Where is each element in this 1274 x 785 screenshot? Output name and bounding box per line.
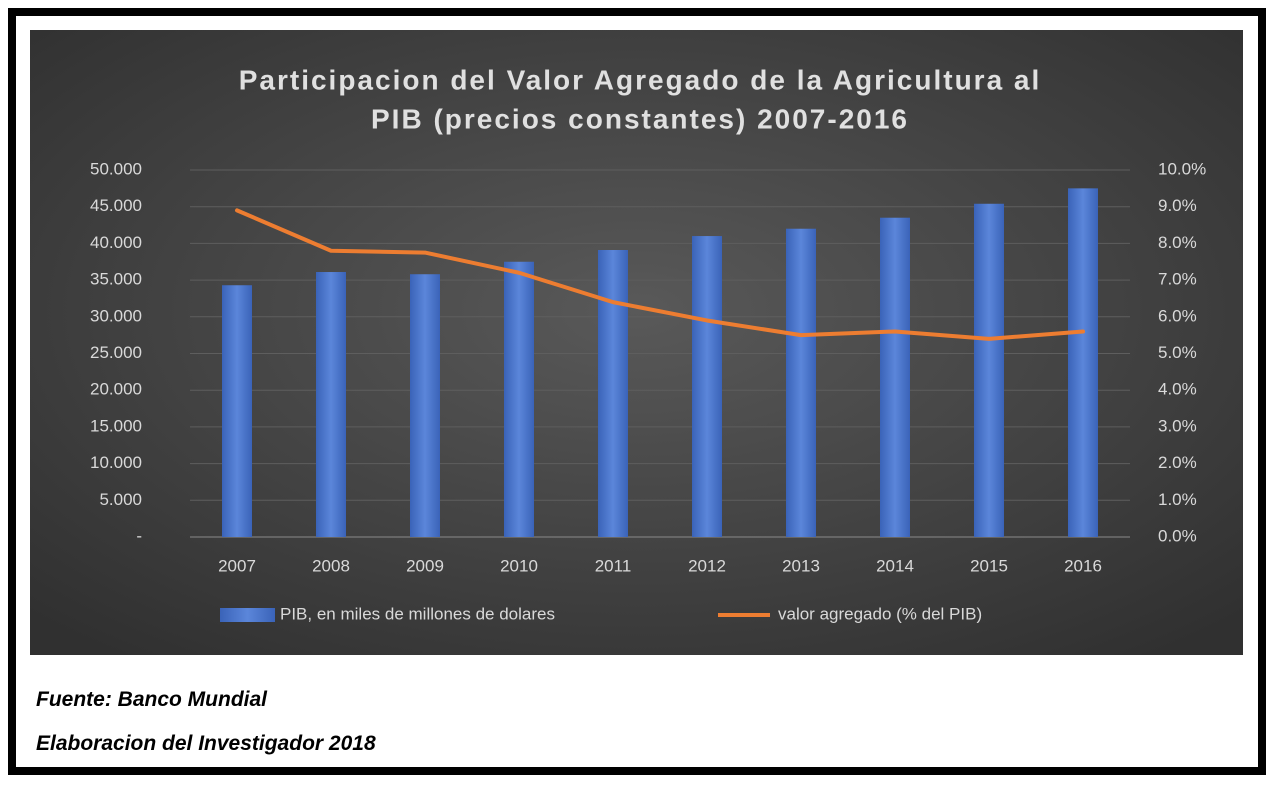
y-tick-label: 45.000	[90, 196, 142, 215]
bar	[410, 274, 440, 537]
source-note: Fuente: Banco Mundial	[36, 688, 267, 711]
y-tick-label: 15.000	[90, 416, 142, 435]
y-tick-label: 25.000	[90, 343, 142, 362]
bar	[974, 203, 1004, 537]
y-tick-label: 40.000	[90, 233, 142, 252]
bar	[880, 217, 910, 537]
y2-tick-label: 1.0%	[1158, 490, 1197, 509]
y2-tick-label: 3.0%	[1158, 416, 1197, 435]
bar	[786, 228, 816, 537]
legend-label: valor agregado (% del PIB)	[778, 604, 982, 623]
y2-tick-label: 5.0%	[1158, 343, 1197, 362]
y-tick-label: 30.000	[90, 306, 142, 325]
author-note: Elaboracion del Investigador 2018	[36, 732, 376, 755]
y-tick-label: 10.000	[90, 453, 142, 472]
bar	[598, 250, 628, 538]
bar	[504, 261, 534, 537]
legend-swatch	[220, 608, 275, 622]
y2-tick-label: 10.0%	[1158, 159, 1206, 178]
legend-label: PIB, en miles de millones de dolares	[280, 604, 555, 623]
y-tick-label: 20.000	[90, 380, 142, 399]
y-tick-label: 35.000	[90, 270, 142, 289]
y2-tick-label: 8.0%	[1158, 233, 1197, 252]
x-tick-label: 2007	[218, 556, 256, 575]
bar	[692, 236, 722, 537]
x-tick-label: 2008	[312, 556, 350, 575]
x-tick-label: 2009	[406, 556, 444, 575]
x-tick-label: 2015	[970, 556, 1008, 575]
y-tick-label: 5.000	[99, 490, 142, 509]
x-tick-label: 2012	[688, 556, 726, 575]
x-tick-label: 2013	[782, 556, 820, 575]
y-tick-label: -	[136, 526, 142, 545]
line	[235, 208, 1085, 341]
x-tick-label: 2010	[500, 556, 538, 575]
y2-tick-label: 2.0%	[1158, 453, 1197, 472]
bar	[222, 285, 252, 537]
y2-tick-label: 0.0%	[1158, 526, 1197, 545]
chart-title: PIB (precios constantes) 2007-2016	[371, 103, 909, 134]
bar	[1068, 188, 1098, 537]
y2-tick-label: 7.0%	[1158, 270, 1197, 289]
y-tick-label: 50.000	[90, 159, 142, 178]
y2-tick-label: 4.0%	[1158, 380, 1197, 399]
chart-title: Participacion del Valor Agregado de la A…	[239, 64, 1042, 95]
x-tick-label: 2014	[876, 556, 914, 575]
x-tick-label: 2011	[595, 556, 632, 575]
x-tick-label: 2016	[1064, 556, 1102, 575]
bar	[316, 272, 346, 537]
y2-tick-label: 6.0%	[1158, 306, 1197, 325]
y2-tick-label: 9.0%	[1158, 196, 1197, 215]
